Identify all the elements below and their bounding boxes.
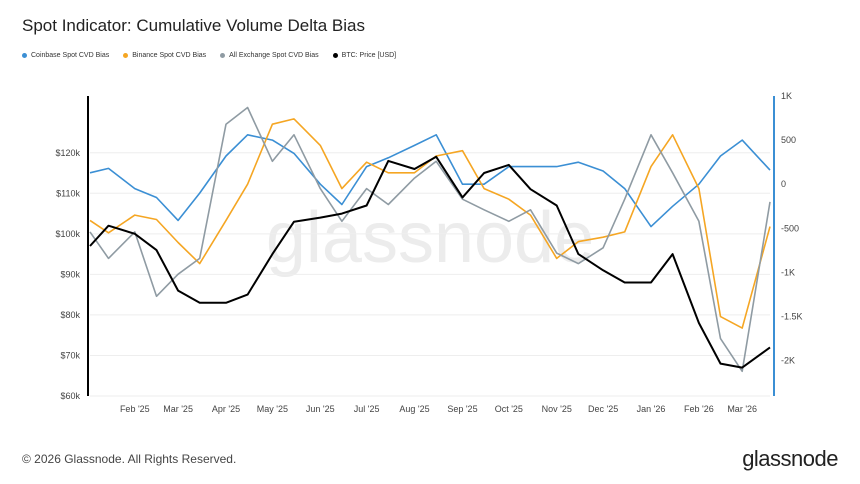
x-tick-label: Feb '26 [684,404,714,414]
x-tick-label: Feb '25 [120,404,150,414]
legend-label: All Exchange Spot CVD Bias [229,52,319,59]
legend: Coinbase Spot CVD Bias Binance Spot CVD B… [22,52,396,59]
x-tick-label: Dec '25 [588,404,618,414]
y-left-tick-label: $70k [60,350,80,360]
y-left-tick-label: $80k [60,310,80,320]
x-tick-label: Jul '25 [354,404,380,414]
y-right-tick-label: -1K [781,267,795,277]
legend-label: Binance Spot CVD Bias [132,52,207,59]
y-right-tick-label: 500 [781,135,796,145]
x-tick-label: May '25 [257,404,288,414]
legend-item[interactable]: Coinbase Spot CVD Bias [22,52,109,59]
legend-label: Coinbase Spot CVD Bias [31,52,110,59]
legend-item[interactable]: Binance Spot CVD Bias [123,52,206,59]
series-line-3 [89,155,771,369]
legend-label: BTC: Price [USD] [341,52,397,59]
x-tick-label: Sep '25 [447,404,477,414]
y-left-tick-label: $110k [56,188,80,198]
y-left-tick-label: $90k [60,269,80,279]
y-right-tick-label: -2K [781,356,795,366]
legend-dot-icon [123,53,129,58]
x-tick-label: Apr '25 [212,404,240,414]
copyright: © 2026 Glassnode. All Rights Reserved. [22,452,237,466]
x-tick-label: Mar '26 [727,404,757,414]
x-tick-label: Jan '26 [637,404,666,414]
x-tick-label: Nov '25 [542,404,572,414]
legend-dot-icon [220,53,226,58]
x-tick-label: Oct '25 [495,404,523,414]
chart-title: Spot Indicator: Cumulative Volume Delta … [22,16,366,35]
glassnode-logo: glassnode [742,446,838,471]
y-left-tick-label: $120k [55,148,80,158]
legend-dot-icon [22,53,27,58]
legend-item[interactable]: All Exchange Spot CVD Bias [220,52,319,59]
legend-item[interactable]: BTC: Price [USD] [332,52,397,59]
legend-dot-icon [332,53,338,58]
x-tick-label: Mar '25 [163,404,193,414]
y-left-tick-label: $100k [55,229,80,239]
y-right-tick-label: 0 [781,179,786,189]
y-left-tick-label: $60k [60,391,80,401]
x-tick-label: Jun '25 [306,404,335,414]
x-tick-label: Aug '25 [399,404,429,414]
series-line-0 [89,134,771,228]
y-right-tick-label: -500 [781,223,799,233]
series-line-2 [89,106,771,373]
y-right-tick-label: -1.5K [781,312,803,322]
watermark: glassnode [266,198,594,278]
y-right-tick-label: 1K [781,91,792,101]
